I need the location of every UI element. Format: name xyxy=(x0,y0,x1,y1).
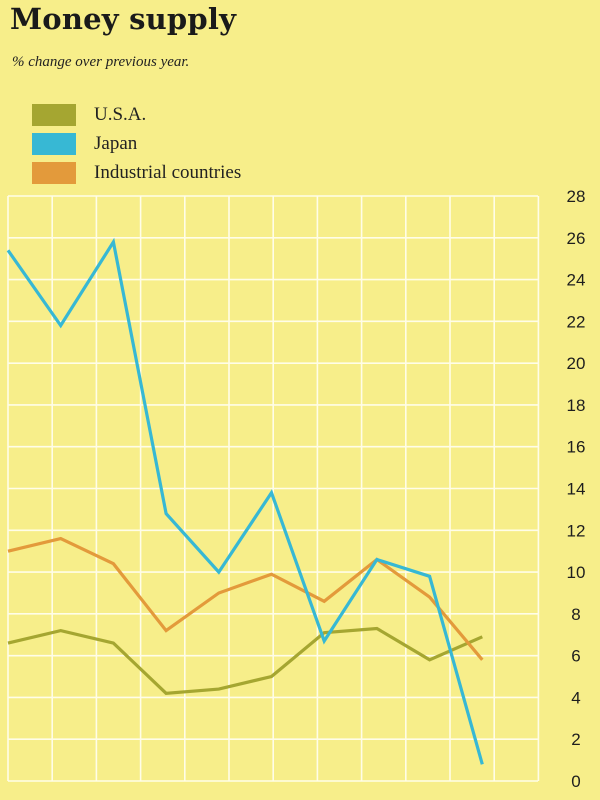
y-tick-label: 28 xyxy=(567,187,586,206)
series-line-industrial-countries xyxy=(7,536,484,661)
y-tick-label: 8 xyxy=(571,605,580,624)
chart-title: Money supply xyxy=(10,2,237,36)
legend-swatch-japan xyxy=(32,132,76,155)
y-tick-label: 12 xyxy=(567,521,586,540)
chart-subtitle: % change over previous year. xyxy=(12,54,190,70)
legend-swatch-industrial xyxy=(32,161,76,184)
y-tick-label: 20 xyxy=(567,354,586,373)
grid xyxy=(7,195,540,782)
legend-item-industrial: Industrial countries xyxy=(32,158,241,187)
y-tick-label: 16 xyxy=(567,438,586,457)
legend-label-industrial: Industrial countries xyxy=(94,161,242,183)
y-tick-label: 24 xyxy=(567,271,586,290)
y-tick-label: 26 xyxy=(567,229,586,248)
legend-item-usa: U.S.A. xyxy=(32,100,241,129)
y-tick-label: 4 xyxy=(571,688,580,707)
series-lines xyxy=(6,237,484,765)
y-tick-label: 22 xyxy=(567,312,586,331)
y-tick-label: 2 xyxy=(571,730,580,749)
y-tick-label: 14 xyxy=(567,480,586,499)
legend-swatch-usa xyxy=(32,103,76,126)
y-tick-label: 10 xyxy=(567,563,586,582)
legend-label-usa: U.S.A. xyxy=(94,103,147,125)
series-line-japan xyxy=(6,237,484,765)
legend-label-japan: Japan xyxy=(94,132,138,154)
legend-item-japan: Japan xyxy=(32,129,241,158)
y-tick-label: 18 xyxy=(567,396,586,415)
y-tick-label: 0 xyxy=(571,772,580,791)
y-tick-label: 6 xyxy=(571,647,580,666)
legend: U.S.A. Japan Industrial countries xyxy=(32,100,241,187)
series-line-u-s-a xyxy=(7,626,483,695)
